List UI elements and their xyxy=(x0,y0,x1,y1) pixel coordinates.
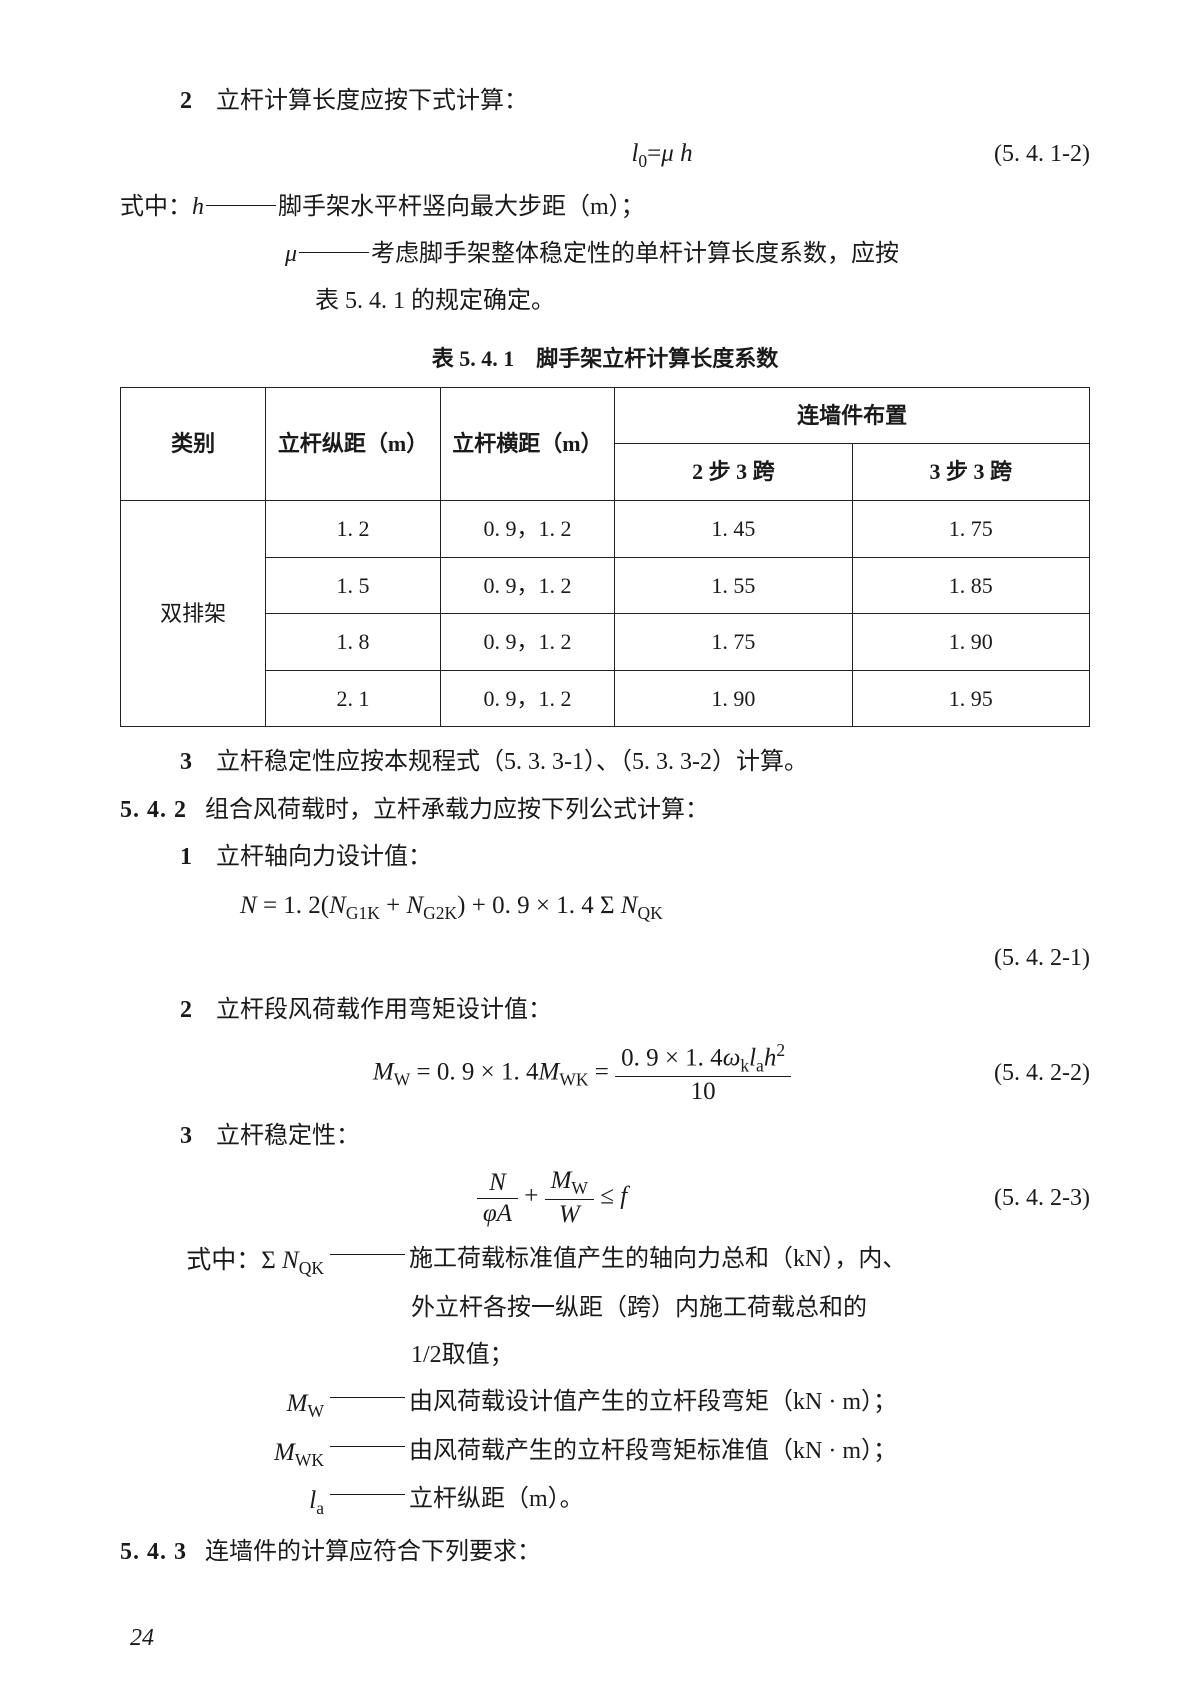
def-la: la 立杆纵距（m）。 xyxy=(120,1478,1090,1525)
item-text: 立杆计算长度应按下式计算： xyxy=(216,88,528,114)
def-NQK: 式中：Σ NQK 施工荷载标准值产生的轴向力总和（kN），内、 xyxy=(120,1238,1090,1285)
equation-number: (5. 4. 1-2) xyxy=(984,133,1090,176)
table-row: 1. 8 0. 9，1. 2 1. 75 1. 90 xyxy=(121,614,1090,671)
item-num: 2 xyxy=(180,88,210,114)
equation-5-4-1-2: l0=μ h (5. 4. 1-2) xyxy=(120,131,1090,178)
equation-5-4-2-2: MW = 0. 9 × 1. 4MWK = 0. 9 × 1. 4ωklah21… xyxy=(120,1040,1090,1107)
definitions-2: 式中：Σ NQK 施工荷载标准值产生的轴向力总和（kN），内、 外立杆各按一纵距… xyxy=(120,1238,1090,1524)
where-mu-cont: 表 5. 4. 1 的规定确定。 xyxy=(120,280,1090,323)
equation-5-4-2-3: NφA + MWW ≤ f (5. 4. 2-3) xyxy=(120,1166,1090,1230)
equation-5-4-2-1-body: N = 1. 2(NG1K + NG2K) + 0. 9 × 1. 4 Σ NQ… xyxy=(120,883,1090,930)
equation-5-4-2-1-num: (5. 4. 2-1) xyxy=(120,937,1090,980)
item-3: 3 立杆稳定性应按本规程式（5. 3. 3-1）、（5. 3. 3-2）计算。 xyxy=(120,741,1090,784)
table-row: 1. 5 0. 9，1. 2 1. 55 1. 85 xyxy=(121,557,1090,614)
th-3-3: 3 步 3 跨 xyxy=(852,444,1089,501)
item-5-4-2-3: 3 立杆稳定性： xyxy=(120,1115,1090,1158)
table-row: 双排架 1. 2 0. 9，1. 2 1. 45 1. 75 xyxy=(121,501,1090,558)
where-mu: μ考虑脚手架整体稳定性的单杆计算长度系数，应按 xyxy=(120,233,1090,276)
table-5-4-1: 类别 立杆纵距（m） 立杆横距（m） 连墙件布置 2 步 3 跨 3 步 3 跨… xyxy=(120,387,1090,728)
th-transverse: 立杆横距（m） xyxy=(440,387,614,500)
section-5-4-2: 5. 4. 2 组合风荷载时，立杆承载力应按下列公式计算： xyxy=(120,789,1090,832)
def-Mwk: MWK 由风荷载产生的立杆段弯矩标准值（kN · m）； xyxy=(120,1430,1090,1477)
th-wall-layout: 连墙件布置 xyxy=(615,387,1090,444)
item-5-4-2-2: 2 立杆段风荷载作用弯矩设计值： xyxy=(120,989,1090,1032)
th-longitudinal: 立杆纵距（m） xyxy=(266,387,440,500)
table-row: 2. 1 0. 9，1. 2 1. 90 1. 95 xyxy=(121,670,1090,727)
th-2-3: 2 步 3 跨 xyxy=(615,444,852,501)
td-category: 双排架 xyxy=(121,501,266,727)
where-h: 式中：h脚手架水平杆竖向最大步距（m）； xyxy=(120,186,1090,229)
def-Mw: MW 由风荷载设计值产生的立杆段弯矩（kN · m）； xyxy=(120,1381,1090,1428)
equation-body: l0=μ h xyxy=(120,131,984,178)
item-5-4-2-1: 1 立杆轴向力设计值： xyxy=(120,836,1090,879)
section-5-4-3: 5. 4. 3 连墙件的计算应符合下列要求： xyxy=(120,1531,1090,1574)
th-category: 类别 xyxy=(121,387,266,500)
table-header-row-1: 类别 立杆纵距（m） 立杆横距（m） 连墙件布置 xyxy=(121,387,1090,444)
page-number: 24 xyxy=(130,1617,154,1660)
item-2: 2 立杆计算长度应按下式计算： xyxy=(120,80,1090,123)
table-title: 表 5. 4. 1 脚手架立杆计算长度系数 xyxy=(120,339,1090,379)
